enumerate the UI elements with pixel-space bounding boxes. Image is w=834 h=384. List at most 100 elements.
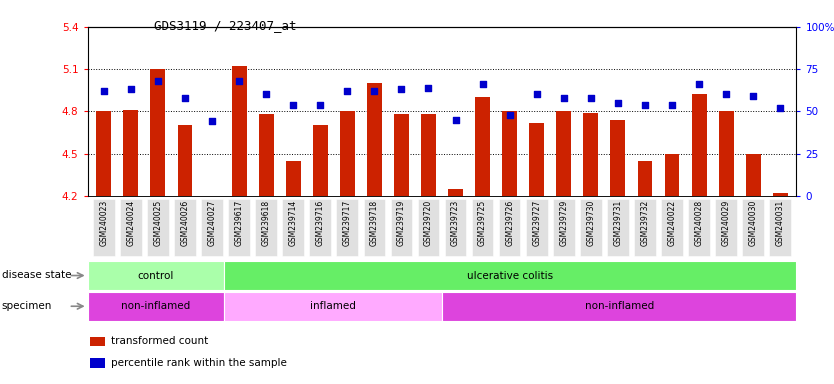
FancyBboxPatch shape	[255, 199, 277, 256]
Text: GSM239720: GSM239720	[424, 200, 433, 246]
Bar	[232, 66, 247, 196]
Point	[557, 95, 570, 101]
FancyBboxPatch shape	[390, 199, 412, 256]
FancyBboxPatch shape	[553, 199, 575, 256]
Text: GSM240029: GSM240029	[721, 200, 731, 246]
Text: GSM239726: GSM239726	[505, 200, 515, 246]
Bar	[150, 69, 165, 196]
FancyBboxPatch shape	[174, 199, 196, 256]
Text: GSM240023: GSM240023	[99, 200, 108, 246]
Text: non-inflamed: non-inflamed	[585, 301, 654, 311]
Text: GSM240031: GSM240031	[776, 200, 785, 246]
Point	[233, 78, 246, 84]
Text: GSM240026: GSM240026	[180, 200, 189, 246]
Bar	[394, 114, 409, 196]
Text: inflamed: inflamed	[310, 301, 356, 311]
FancyBboxPatch shape	[499, 199, 520, 256]
FancyBboxPatch shape	[93, 199, 114, 256]
Text: GSM240027: GSM240027	[208, 200, 217, 246]
Text: GSM239719: GSM239719	[397, 200, 406, 246]
Point	[476, 81, 490, 88]
FancyBboxPatch shape	[283, 199, 304, 256]
FancyBboxPatch shape	[120, 199, 142, 256]
Text: GSM239714: GSM239714	[289, 200, 298, 246]
Bar	[448, 189, 463, 196]
Bar	[90, 337, 105, 346]
Point	[205, 118, 219, 124]
Text: percentile rank within the sample: percentile rank within the sample	[111, 358, 287, 368]
Text: specimen: specimen	[2, 301, 52, 311]
Bar	[224, 292, 442, 321]
Point	[774, 105, 787, 111]
Bar	[88, 261, 224, 290]
Text: GDS3119 / 223407_at: GDS3119 / 223407_at	[154, 19, 297, 32]
Bar	[691, 94, 706, 196]
Bar	[773, 193, 787, 196]
Bar	[97, 111, 111, 196]
Text: GSM239731: GSM239731	[613, 200, 622, 246]
Bar	[90, 358, 105, 368]
FancyBboxPatch shape	[229, 199, 250, 256]
Text: GSM240022: GSM240022	[667, 200, 676, 246]
FancyBboxPatch shape	[201, 199, 223, 256]
FancyBboxPatch shape	[336, 199, 358, 256]
FancyBboxPatch shape	[364, 199, 385, 256]
Bar	[665, 154, 680, 196]
Bar	[530, 122, 544, 196]
FancyBboxPatch shape	[526, 199, 548, 256]
Bar	[502, 111, 517, 196]
FancyBboxPatch shape	[472, 199, 494, 256]
Point	[584, 95, 597, 101]
Bar	[123, 110, 138, 196]
Point	[746, 93, 760, 99]
Text: transformed count: transformed count	[111, 336, 208, 346]
FancyBboxPatch shape	[742, 199, 764, 256]
Point	[692, 81, 706, 88]
Text: GSM239716: GSM239716	[316, 200, 324, 246]
FancyBboxPatch shape	[147, 199, 168, 256]
Text: disease state: disease state	[2, 270, 71, 280]
Bar	[475, 97, 490, 196]
Text: GSM239732: GSM239732	[641, 200, 650, 246]
Bar	[88, 292, 224, 321]
Text: GSM239729: GSM239729	[560, 200, 568, 246]
Bar	[259, 114, 274, 196]
FancyBboxPatch shape	[634, 199, 656, 256]
Point	[97, 88, 110, 94]
Text: ulcerative colitis: ulcerative colitis	[467, 270, 553, 281]
Bar	[610, 120, 626, 196]
Text: GSM239725: GSM239725	[478, 200, 487, 246]
Bar	[719, 111, 734, 196]
Point	[314, 101, 327, 108]
Point	[124, 86, 138, 93]
FancyBboxPatch shape	[716, 199, 737, 256]
Bar	[584, 113, 598, 196]
FancyBboxPatch shape	[688, 199, 710, 256]
Text: GSM240025: GSM240025	[153, 200, 163, 246]
Text: control: control	[138, 270, 174, 281]
Point	[340, 88, 354, 94]
Bar	[421, 114, 436, 196]
Point	[178, 95, 192, 101]
Bar	[224, 261, 796, 290]
Text: GSM239727: GSM239727	[532, 200, 541, 246]
Point	[259, 91, 273, 98]
Bar	[746, 154, 761, 196]
Text: GSM239730: GSM239730	[586, 200, 595, 246]
Text: GSM239617: GSM239617	[234, 200, 244, 246]
Text: GSM239618: GSM239618	[262, 200, 271, 246]
Text: GSM239718: GSM239718	[369, 200, 379, 246]
Text: non-inflamed: non-inflamed	[121, 301, 190, 311]
Point	[422, 84, 435, 91]
Text: GSM240024: GSM240024	[127, 200, 135, 246]
Text: GSM240028: GSM240028	[695, 200, 704, 246]
FancyBboxPatch shape	[607, 199, 629, 256]
FancyBboxPatch shape	[580, 199, 601, 256]
Point	[394, 86, 408, 93]
Bar	[637, 161, 652, 196]
FancyBboxPatch shape	[418, 199, 440, 256]
Point	[638, 101, 651, 108]
Point	[530, 91, 544, 98]
Bar	[178, 126, 193, 196]
Bar	[286, 161, 300, 196]
